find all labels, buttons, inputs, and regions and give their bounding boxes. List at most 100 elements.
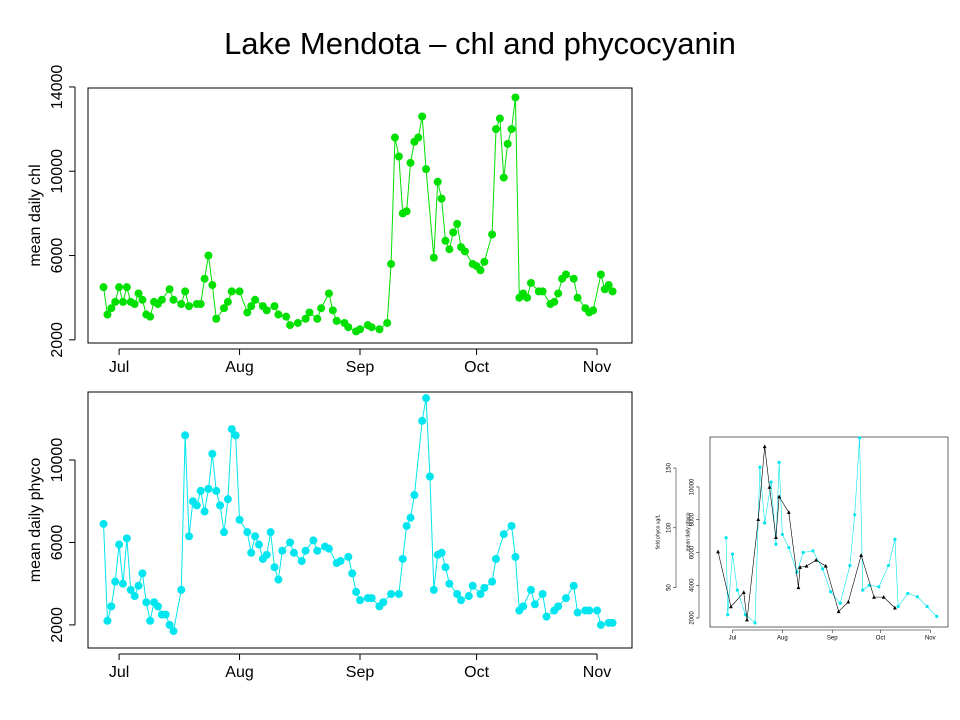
data-point [130,592,139,601]
data-point [328,306,337,315]
data-point [165,620,174,629]
data-point [208,281,217,290]
data-point [200,507,209,516]
data-point [786,510,791,514]
data-point [111,577,120,586]
data-point [596,270,605,279]
data-point [445,245,454,254]
x-tick-label: Sep [346,664,375,681]
data-point [107,602,116,611]
data-point [422,165,431,174]
data-point [111,297,120,306]
data-point [476,266,485,275]
data-point [309,536,318,545]
data-point [293,318,302,327]
x-tick-label: Nov [583,359,611,376]
y-tick-label: 14000 [49,65,66,110]
data-point [274,310,283,319]
y-tick-label: 6000 [49,525,66,561]
data-point [476,589,485,598]
data-point [297,557,306,566]
data-point [130,300,139,309]
data-point [604,281,613,290]
data-point [157,295,166,304]
data-point [726,613,730,617]
data-point [301,314,310,323]
data-point [262,306,271,315]
data-point [769,480,773,484]
data-point [126,585,135,594]
data-point [763,521,767,525]
data-point [492,125,500,134]
data-point [387,589,396,598]
data-point [846,599,851,604]
data-point [332,316,341,325]
data-point [251,295,260,304]
data-point [212,486,221,495]
data-point [324,289,333,298]
data-point [728,604,733,609]
data-point [787,545,791,550]
data-point [796,585,801,590]
data-point [317,304,326,313]
data-point [433,177,442,186]
data-point [223,495,232,504]
data-point [756,517,761,522]
data-point [367,594,376,603]
data-point [266,528,275,537]
data-point [774,535,778,539]
data-point [200,274,209,283]
data-point [181,431,190,440]
x-tick-label: Oct [464,664,489,681]
data-point [313,314,322,323]
data-point [235,287,244,296]
data-point [383,318,392,327]
data-point [118,579,127,588]
data-point [247,548,256,557]
data-point [122,534,131,543]
data-point [480,257,489,266]
y-tick-label: 6000 [49,238,66,274]
data-point [286,321,295,330]
data-point [220,304,228,313]
data-point [161,610,170,619]
data-point [499,530,508,539]
data-point [507,521,516,530]
y-axis-title: mean daily chl [27,164,44,266]
data-point [204,484,213,493]
data-point [375,325,384,334]
data-point [251,532,260,541]
data-point [305,308,314,317]
data-point [460,247,469,256]
data-point [429,253,438,262]
y-tick-label: 10000 [689,478,695,495]
data-point [146,312,155,321]
y-tick-label: 50 [666,584,672,591]
data-point [585,606,594,615]
data-point [804,563,809,568]
data-point [449,228,458,237]
data-point [177,585,186,594]
data-point [99,283,108,292]
y-tick-label: 6000 [689,545,695,559]
data-point [192,501,201,510]
data-point [406,158,415,167]
data-point [115,540,124,549]
data-point [492,554,500,563]
data-point [134,581,143,590]
data-point [762,444,767,449]
data-point [286,538,295,547]
data-point [270,563,279,572]
slide-title: Lake Mendota – chl and phycocyanin [224,26,736,61]
data-point [227,425,236,434]
data-point [414,133,423,142]
data-point [235,515,244,524]
data-point [243,528,252,537]
data-point [142,598,151,607]
data-point [356,325,364,334]
data-point [231,431,240,440]
x-tick-label: Jul [109,359,129,376]
data-point [859,553,864,557]
data-point [777,494,782,499]
